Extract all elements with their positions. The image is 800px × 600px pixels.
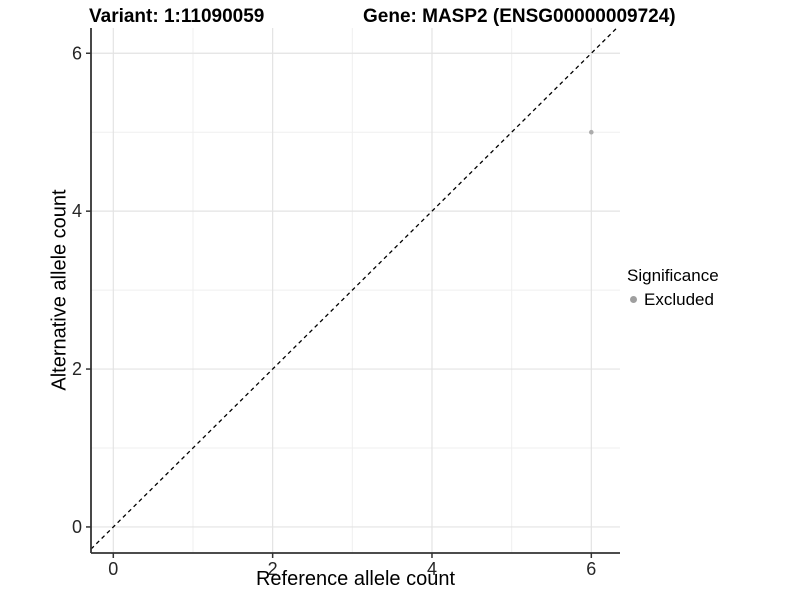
y-tick-label: 6 bbox=[72, 43, 82, 63]
legend-item-excluded: Excluded bbox=[630, 289, 719, 310]
variant-title: Variant: 1:11090059 bbox=[89, 6, 265, 27]
identity-reference-line bbox=[90, 27, 618, 550]
y-axis-title: Alternative allele count bbox=[48, 189, 71, 391]
y-tick-label: 2 bbox=[72, 359, 82, 379]
x-tick-label: 0 bbox=[108, 559, 118, 579]
y-tick-label: 4 bbox=[72, 201, 82, 221]
legend-item-label: Excluded bbox=[644, 290, 714, 309]
legend: Significance Excluded bbox=[627, 266, 719, 310]
x-tick-label: 6 bbox=[586, 559, 596, 579]
gene-title: Gene: MASP2 (ENSG00000009724) bbox=[363, 6, 676, 27]
data-point bbox=[589, 129, 594, 135]
legend-title: Significance bbox=[627, 266, 719, 285]
x-tick-label: 4 bbox=[427, 559, 437, 579]
point-swatch-icon bbox=[630, 296, 637, 303]
x-axis-title: Reference allele count bbox=[255, 568, 455, 590]
x-tick-label: 2 bbox=[268, 559, 278, 579]
y-tick-label: 0 bbox=[72, 517, 82, 537]
